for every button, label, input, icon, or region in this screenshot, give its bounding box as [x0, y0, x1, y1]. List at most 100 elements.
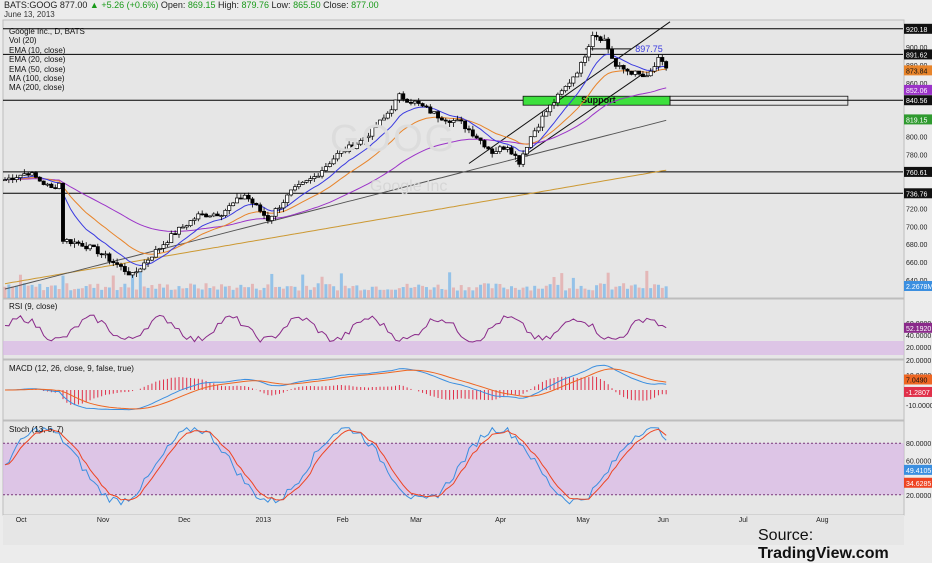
- candle-body: [91, 244, 96, 247]
- candle-body: [223, 210, 228, 216]
- volume-bar: [173, 289, 177, 298]
- volume-bar: [289, 286, 293, 298]
- volume-bar: [610, 289, 614, 298]
- symbol[interactable]: BATS:GOOG: [4, 0, 58, 10]
- candle-body: [14, 177, 19, 180]
- candle-body: [447, 120, 452, 123]
- price-badge-label: 819.15: [906, 117, 928, 124]
- volume-bar: [138, 271, 142, 298]
- candle-body: [177, 226, 181, 235]
- volume-bar: [598, 283, 602, 298]
- price-tick-label: 720.00: [906, 206, 928, 213]
- volume-bar: [80, 288, 84, 298]
- volume-bar: [212, 286, 216, 298]
- month-label: Apr: [495, 517, 507, 524]
- volume-bar: [297, 290, 301, 298]
- month-label: Feb: [337, 517, 349, 524]
- rsi-pane-label[interactable]: RSI (9, close): [9, 302, 58, 311]
- candle-body: [629, 70, 634, 75]
- volume-bar: [11, 286, 15, 298]
- source-credit[interactable]: Source: TradingView.com: [758, 527, 932, 563]
- volume-bar: [30, 284, 34, 298]
- volume-bar: [239, 284, 243, 298]
- volume-bar: [189, 283, 193, 298]
- candle-body: [648, 70, 653, 77]
- price-badge: [904, 95, 932, 106]
- volume-bar: [270, 273, 274, 298]
- candle-body: [544, 111, 549, 117]
- candle-body: [119, 264, 123, 267]
- legend-ma100[interactable]: MA (100, close): [9, 74, 65, 84]
- price-badge-label: 891.62: [906, 52, 928, 59]
- candle-body: [358, 140, 363, 145]
- rsi-line: [4, 314, 667, 343]
- volume-bar: [378, 289, 382, 298]
- volume-bar: [169, 289, 173, 298]
- volume-bar: [583, 288, 587, 298]
- legend-ma200[interactable]: MA (200, close): [9, 83, 65, 93]
- candle-body: [536, 126, 541, 132]
- candle-body: [389, 109, 394, 114]
- volume-bar: [421, 285, 425, 298]
- volume-bar: [328, 284, 332, 298]
- volume-bar: [513, 287, 517, 298]
- candle-body: [61, 182, 65, 242]
- legend-vol[interactable]: Vol (20): [9, 36, 37, 46]
- candle-body: [606, 38, 611, 50]
- price-badge-label: 920.18: [906, 27, 928, 34]
- macd-line: [4, 364, 667, 411]
- candle-body: [188, 220, 193, 227]
- stoch-tick-label: 80.0000: [906, 441, 931, 448]
- candle-body: [486, 146, 491, 150]
- volume-bar: [88, 284, 92, 298]
- legend-ema20[interactable]: EMA (20, close): [9, 55, 66, 65]
- volume-bar: [104, 286, 108, 298]
- stoch-pane-label[interactable]: Stoch (13, 5, 7): [9, 425, 64, 434]
- volume-bar: [308, 289, 312, 298]
- month-label: Nov: [97, 517, 110, 524]
- trendline: [515, 73, 644, 163]
- candle-body: [331, 158, 336, 165]
- candle-body: [351, 144, 355, 149]
- candle-body: [602, 38, 607, 41]
- low-value: 865.50: [293, 0, 321, 10]
- volume-bar: [618, 286, 622, 298]
- candle-body: [22, 173, 27, 176]
- candle-body: [610, 48, 614, 59]
- candle-body: [436, 111, 440, 119]
- volume-bar: [305, 285, 309, 298]
- candle-body: [161, 244, 166, 249]
- volume-bar: [22, 283, 26, 298]
- candle-body: [196, 213, 201, 220]
- legend-ema10[interactable]: EMA (10, close): [9, 45, 66, 55]
- legend-ema50[interactable]: EMA (50, close): [9, 64, 66, 74]
- candle-body: [459, 119, 464, 122]
- volume-bar: [266, 284, 270, 298]
- volume-bar: [73, 289, 77, 298]
- candle-body: [84, 245, 89, 250]
- volume-bar: [46, 286, 50, 298]
- candle-body: [374, 126, 379, 128]
- macd-pane-label[interactable]: MACD (12, 26, close, 9, false, true): [9, 364, 134, 373]
- candle-body: [254, 202, 259, 206]
- candle-body: [72, 241, 77, 245]
- candle-body: [517, 155, 522, 165]
- volume-bar: [552, 276, 556, 298]
- price-badge: [904, 281, 932, 291]
- candle-body: [521, 153, 526, 165]
- ema50-line: [4, 87, 667, 233]
- candle-body: [296, 184, 301, 188]
- candle-body: [621, 65, 626, 70]
- ema20-line: [4, 68, 667, 255]
- volume-bar: [281, 288, 285, 298]
- candle-body: [598, 36, 603, 41]
- candle-body: [590, 35, 595, 47]
- volume-bar: [560, 273, 564, 298]
- candle-body: [370, 126, 375, 137]
- candle-body: [613, 58, 618, 67]
- candle-body: [231, 202, 236, 207]
- legend-title[interactable]: Google Inc., D, BATS: [9, 27, 85, 36]
- volume-bar: [386, 289, 390, 298]
- volume-bar: [243, 287, 247, 298]
- volume-bar: [506, 289, 510, 298]
